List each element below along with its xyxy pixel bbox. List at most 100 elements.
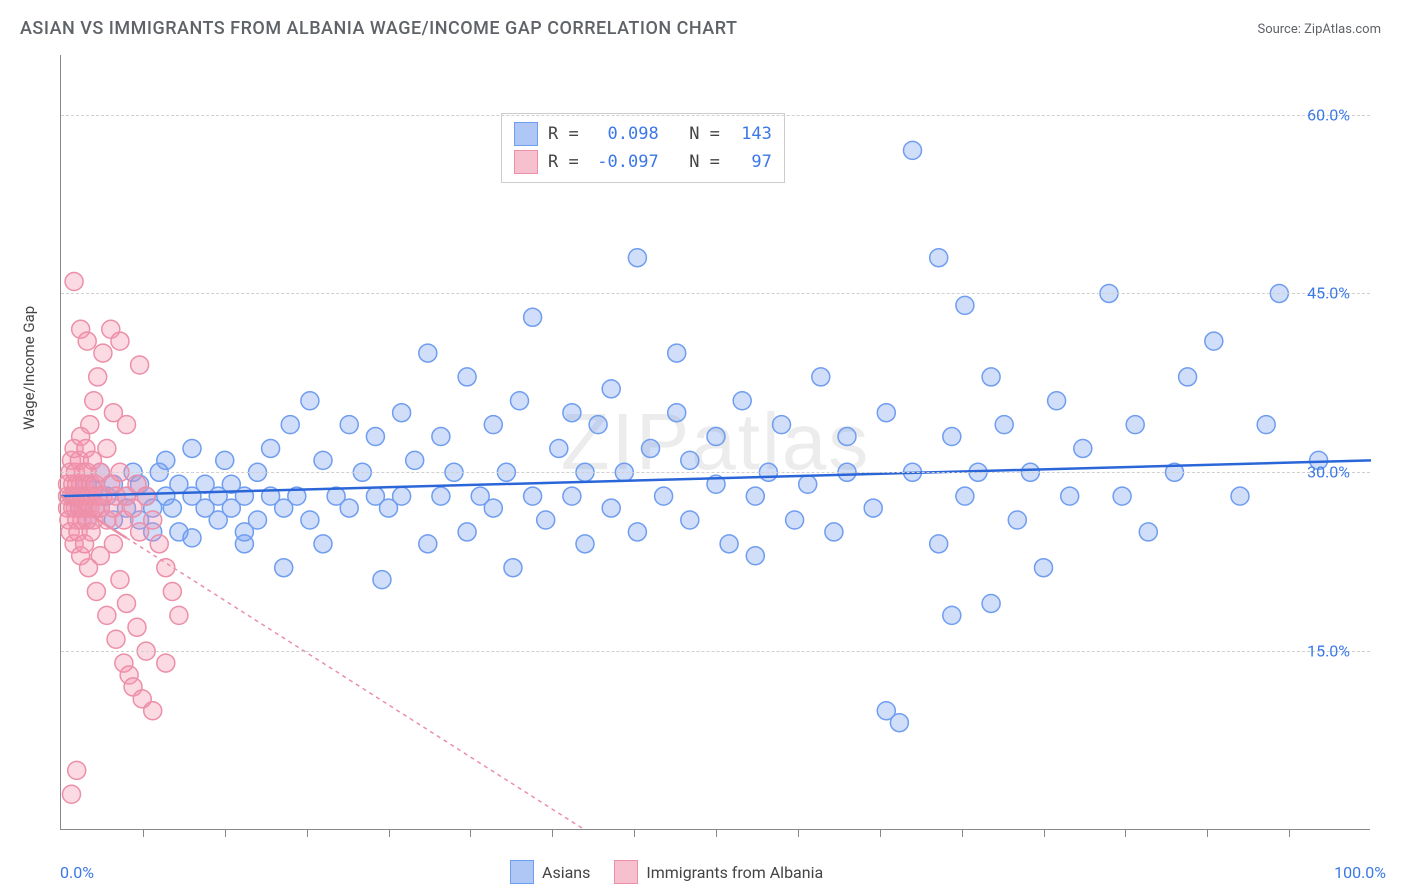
- data-point: [65, 273, 83, 291]
- data-point: [930, 535, 948, 553]
- y-axis-label: Wage/Income Gap: [20, 306, 38, 430]
- data-point: [419, 535, 437, 553]
- data-point: [157, 559, 175, 577]
- data-point: [877, 404, 895, 422]
- data-point: [419, 344, 437, 362]
- source-label: Source: ZipAtlas.com: [1257, 22, 1381, 37]
- x-tick: [716, 829, 717, 837]
- data-point: [838, 428, 856, 446]
- data-point: [1113, 487, 1131, 505]
- x-min-label: 0.0%: [60, 863, 94, 882]
- data-point: [1179, 368, 1197, 386]
- data-point: [642, 439, 660, 457]
- data-point: [1008, 511, 1026, 529]
- gridline: [61, 293, 1370, 294]
- data-point: [144, 511, 162, 529]
- stats-row: R =0.098 N =143: [514, 120, 772, 148]
- data-point: [163, 583, 181, 601]
- data-point: [628, 523, 646, 541]
- data-point: [1074, 439, 1092, 457]
- data-point: [118, 416, 136, 434]
- data-point: [773, 416, 791, 434]
- data-point: [281, 416, 299, 434]
- gridline: [61, 115, 1370, 116]
- data-point: [707, 428, 725, 446]
- data-point: [537, 511, 555, 529]
- data-point: [118, 594, 136, 612]
- data-point: [589, 416, 607, 434]
- data-point: [890, 714, 908, 732]
- gridline: [61, 472, 1370, 473]
- data-point: [786, 511, 804, 529]
- chart-container: ASIAN VS IMMIGRANTS FROM ALBANIA WAGE/IN…: [0, 0, 1406, 892]
- data-point: [137, 487, 155, 505]
- data-point: [163, 499, 181, 517]
- x-tick: [1207, 829, 1208, 837]
- x-tick: [552, 829, 553, 837]
- data-point: [458, 368, 476, 386]
- data-point: [235, 535, 253, 553]
- chart-title: ASIAN VS IMMIGRANTS FROM ALBANIA WAGE/IN…: [20, 18, 737, 39]
- data-point: [681, 511, 699, 529]
- data-point: [340, 416, 358, 434]
- data-point: [301, 511, 319, 529]
- data-point: [183, 439, 201, 457]
- data-point: [393, 487, 411, 505]
- y-tick-label: 60.0%: [1307, 105, 1350, 124]
- x-tick: [143, 829, 144, 837]
- data-point: [1231, 487, 1249, 505]
- x-tick: [962, 829, 963, 837]
- stat-n-value: 97: [730, 152, 772, 172]
- stat-n-label: N =: [669, 152, 720, 172]
- y-tick-label: 15.0%: [1307, 642, 1350, 661]
- data-point: [150, 535, 168, 553]
- data-point: [301, 392, 319, 410]
- x-tick: [798, 829, 799, 837]
- data-point: [249, 511, 267, 529]
- data-point: [982, 594, 1000, 612]
- stat-r-value: 0.098: [589, 124, 659, 144]
- data-point: [1048, 392, 1066, 410]
- data-point: [904, 141, 922, 159]
- data-point: [107, 630, 125, 648]
- data-point: [930, 249, 948, 267]
- data-point: [104, 535, 122, 553]
- data-point: [111, 571, 129, 589]
- data-point: [87, 583, 105, 601]
- gridline: [61, 651, 1370, 652]
- data-point: [563, 404, 581, 422]
- x-tick: [1125, 829, 1126, 837]
- data-point: [504, 559, 522, 577]
- data-point: [511, 392, 529, 410]
- legend-swatch: [514, 150, 538, 174]
- legend-swatch: [514, 122, 538, 146]
- x-tick: [1044, 829, 1045, 837]
- legend-item: Asians: [510, 860, 590, 884]
- data-point: [956, 296, 974, 314]
- data-point: [550, 439, 568, 457]
- trend-line-dashed: [127, 538, 586, 830]
- y-tick-label: 45.0%: [1307, 284, 1350, 303]
- legend-item: Immigrants from Albania: [614, 860, 823, 884]
- data-point: [85, 392, 103, 410]
- data-point: [314, 451, 332, 469]
- data-point: [216, 451, 234, 469]
- data-point: [524, 487, 542, 505]
- data-point: [864, 499, 882, 517]
- stats-legend: R =0.098 N =143R =-0.097 N =97: [501, 113, 785, 183]
- data-point: [943, 606, 961, 624]
- data-point: [366, 428, 384, 446]
- y-tick-label: 30.0%: [1307, 463, 1350, 482]
- data-point: [131, 356, 149, 374]
- data-point: [183, 529, 201, 547]
- data-point: [746, 547, 764, 565]
- data-point: [602, 380, 620, 398]
- data-point: [956, 487, 974, 505]
- stat-r-label: R =: [548, 152, 579, 172]
- data-point: [1257, 416, 1275, 434]
- data-point: [157, 654, 175, 672]
- x-tick: [389, 829, 390, 837]
- data-point: [1205, 332, 1223, 350]
- data-point: [1126, 416, 1144, 434]
- data-point: [524, 308, 542, 326]
